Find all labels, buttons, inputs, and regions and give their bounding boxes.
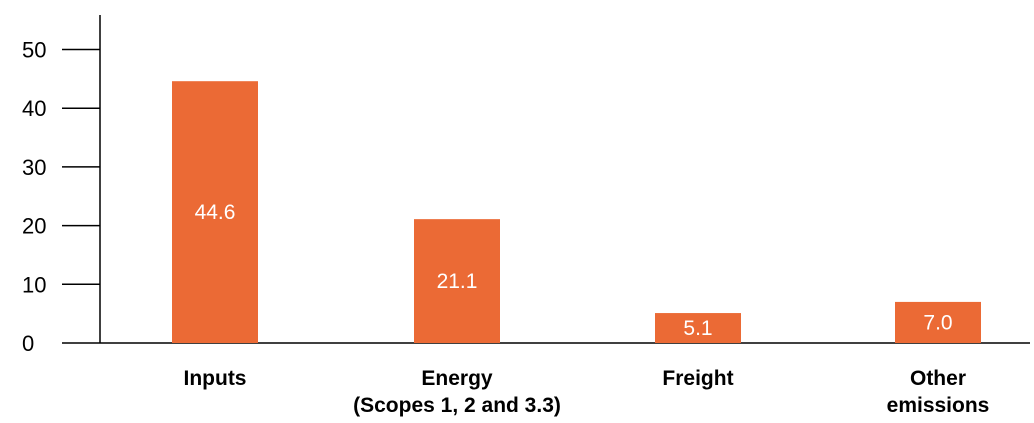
bar-value-label: 5.1 [683,317,712,340]
bar [895,301,981,343]
bar [172,81,258,343]
y-tick-label: 0 [22,331,34,356]
bar [655,313,741,343]
chart-labels: 44.6 Inputs 21.1 Energy (Scopes 1, 2 and 3.3… [184,201,990,417]
category-label: Inputs [184,367,247,390]
chart-bars [172,81,981,343]
bar [414,219,500,343]
y-tick-label: 10 [22,272,46,297]
y-tick-label: 20 [22,214,46,239]
y-tick-label: 40 [22,96,46,121]
category-label: Energy [421,367,493,390]
category-label: (Scopes 1, 2 and 3.3) [353,394,561,417]
y-tick-label: 30 [22,155,46,180]
category-label: emissions [887,394,990,417]
bar-value-label: 7.0 [923,311,952,334]
category-label: Other [910,367,966,390]
bar-value-label: 21.1 [437,270,478,293]
bar-value-label: 44.6 [195,201,236,224]
category-label: Freight [662,367,733,390]
y-tick-label: 50 [22,38,46,63]
